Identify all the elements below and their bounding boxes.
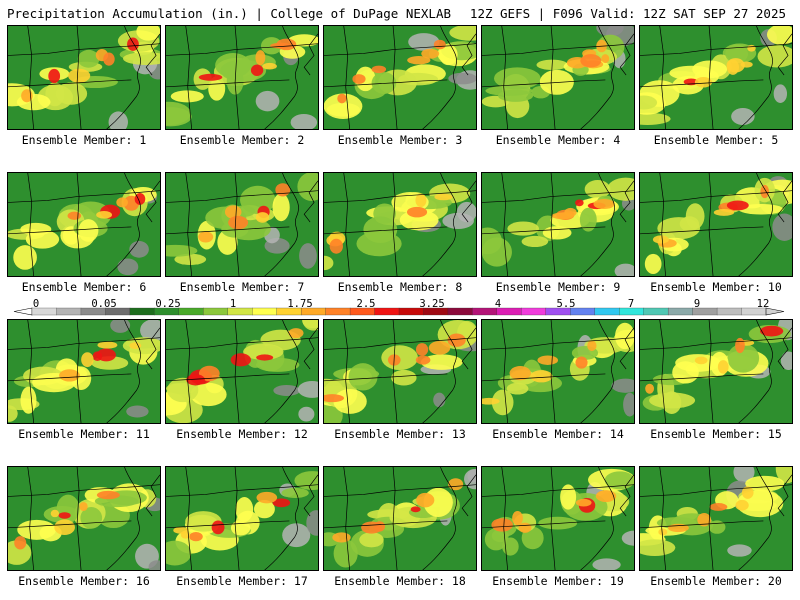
colorbar-tick-label: 0.25 bbox=[155, 298, 181, 310]
ensemble-map-panel bbox=[165, 25, 319, 130]
colorbar-swatch bbox=[594, 307, 620, 316]
colorbar-swatch bbox=[643, 307, 669, 316]
ensemble-map-panel bbox=[323, 172, 477, 277]
ensemble-member-label: Ensemble Member: 6 bbox=[21, 280, 147, 294]
colorbar-swatch bbox=[374, 307, 400, 316]
ensemble-member-label: Ensemble Member: 19 bbox=[492, 574, 624, 588]
colorbar-swatch bbox=[521, 307, 547, 316]
ensemble-map-panel bbox=[323, 466, 477, 571]
ensemble-member-label: Ensemble Member: 4 bbox=[495, 133, 621, 147]
colorbar-tick-label: 0 bbox=[32, 298, 40, 310]
chart-title: Precipitation Accumulation (in.) | Colle… bbox=[7, 6, 452, 21]
colorbar-tick-label: 0.05 bbox=[91, 298, 117, 310]
ensemble-map-panel bbox=[481, 172, 635, 277]
ensemble-map-panel bbox=[639, 25, 793, 130]
colorbar-swatch bbox=[203, 307, 229, 316]
precip-colorbar bbox=[13, 307, 785, 316]
ensemble-map-panel bbox=[481, 25, 635, 130]
colorbar-swatch bbox=[667, 307, 694, 316]
ensemble-member-label: Ensemble Member: 14 bbox=[492, 427, 624, 441]
colorbar-swatch bbox=[252, 307, 278, 316]
colorbar-swatch bbox=[129, 307, 155, 316]
colorbar-tick-label: 4 bbox=[494, 298, 502, 310]
colorbar-arrow-right bbox=[765, 307, 785, 316]
ensemble-map-panel bbox=[165, 172, 319, 277]
ensemble-map-panel bbox=[165, 466, 319, 571]
colorbar-swatch bbox=[716, 307, 742, 316]
colorbar-tick-label: 7 bbox=[627, 298, 635, 310]
ensemble-member-label: Ensemble Member: 16 bbox=[18, 574, 150, 588]
run-valid-time: 12Z GEFS | F096 Valid: 12Z SAT SEP 27 20… bbox=[469, 6, 786, 21]
ensemble-member-label: Ensemble Member: 8 bbox=[337, 280, 463, 294]
colorbar-arrow-left bbox=[13, 307, 33, 316]
colorbar-swatch bbox=[447, 307, 473, 316]
ensemble-map-panel bbox=[7, 25, 161, 130]
ensemble-member-label: Ensemble Member: 2 bbox=[179, 133, 305, 147]
ensemble-member-label: Ensemble Member: 7 bbox=[179, 280, 305, 294]
ensemble-map-panel bbox=[165, 319, 319, 424]
ensemble-member-label: Ensemble Member: 9 bbox=[495, 280, 621, 294]
colorbar-swatch bbox=[325, 307, 351, 316]
ensemble-member-label: Ensemble Member: 10 bbox=[650, 280, 782, 294]
colorbar-tick-label: 2.5 bbox=[356, 298, 376, 310]
ensemble-member-label: Ensemble Member: 11 bbox=[18, 427, 150, 441]
colorbar-swatch bbox=[178, 307, 204, 316]
ensemble-member-label: Ensemble Member: 15 bbox=[650, 427, 782, 441]
ensemble-member-label: Ensemble Member: 3 bbox=[337, 133, 463, 147]
ensemble-member-label: Ensemble Member: 17 bbox=[176, 574, 308, 588]
ensemble-map-panel bbox=[481, 466, 635, 571]
ensemble-member-label: Ensemble Member: 13 bbox=[334, 427, 466, 441]
ensemble-map-panel bbox=[7, 319, 161, 424]
ensemble-map-panel bbox=[323, 25, 477, 130]
ensemble-map-panel bbox=[7, 172, 161, 277]
colorbar-tick-label: 5.5 bbox=[556, 298, 576, 310]
colorbar-swatch bbox=[472, 307, 498, 316]
ensemble-map-panel bbox=[7, 466, 161, 571]
colorbar-swatch bbox=[56, 307, 82, 316]
ensemble-map-panel bbox=[639, 319, 793, 424]
colorbar-tick-label: 1 bbox=[229, 298, 237, 310]
ensemble-map-panel bbox=[481, 319, 635, 424]
ensemble-map-panel bbox=[639, 172, 793, 277]
colorbar-tick-label: 12 bbox=[756, 298, 770, 310]
ensemble-member-label: Ensemble Member: 20 bbox=[650, 574, 782, 588]
ensemble-member-label: Ensemble Member: 1 bbox=[21, 133, 147, 147]
ensemble-map-panel bbox=[639, 466, 793, 571]
ensemble-member-label: Ensemble Member: 18 bbox=[334, 574, 466, 588]
ensemble-member-label: Ensemble Member: 12 bbox=[176, 427, 308, 441]
colorbar-tick-label: 9 bbox=[693, 298, 701, 310]
ensemble-member-label: Ensemble Member: 5 bbox=[653, 133, 779, 147]
colorbar-tick-label: 3.25 bbox=[419, 298, 445, 310]
colorbar-tick-label: 1.75 bbox=[287, 298, 313, 310]
ensemble-map-panel bbox=[323, 319, 477, 424]
